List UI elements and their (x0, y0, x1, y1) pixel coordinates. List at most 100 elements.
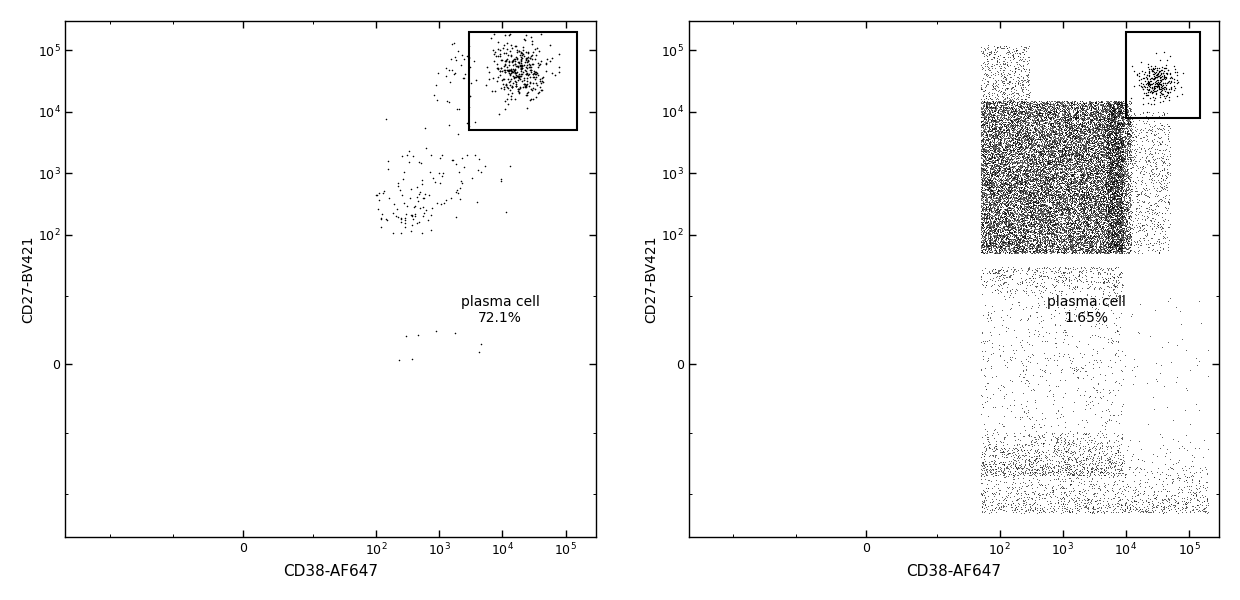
Point (981, 103, 1001, 113)
Point (1069, 248, 1089, 257)
Point (1118, 103, 1138, 113)
Point (1024, 127, 1044, 137)
Point (1112, 127, 1132, 136)
Point (1071, 121, 1091, 131)
Point (999, 173, 1019, 183)
Point (975, 61, 994, 71)
Point (491, 83, 511, 93)
Point (1025, 166, 1045, 175)
Point (982, 128, 1002, 138)
Point (1008, 212, 1028, 221)
Point (1101, 135, 1121, 145)
Point (1083, 158, 1102, 168)
Point (1033, 438, 1053, 448)
Point (973, 121, 993, 131)
Point (1055, 162, 1075, 172)
Point (511, 58, 531, 67)
Point (1016, 460, 1035, 469)
Point (1064, 109, 1084, 118)
Point (1029, 208, 1049, 218)
Point (1011, 65, 1030, 74)
Point (1107, 186, 1127, 196)
Point (1099, 148, 1118, 157)
Point (976, 113, 996, 122)
Point (1024, 165, 1044, 175)
Point (1064, 173, 1084, 182)
Point (1075, 131, 1095, 140)
Point (1100, 173, 1120, 183)
Point (1083, 228, 1102, 238)
Point (1099, 203, 1118, 213)
Point (1048, 221, 1068, 230)
Point (1044, 470, 1064, 480)
Point (1002, 140, 1022, 150)
Point (1101, 230, 1121, 239)
Point (1101, 176, 1121, 186)
Point (1166, 500, 1185, 510)
Point (1063, 106, 1083, 115)
Point (1058, 179, 1078, 189)
Point (1023, 234, 1043, 244)
Point (1059, 103, 1079, 113)
Point (1071, 232, 1091, 242)
Point (1066, 179, 1086, 189)
Point (1112, 169, 1132, 178)
Point (1066, 158, 1086, 168)
Point (982, 121, 1002, 131)
Point (990, 504, 1009, 514)
Point (985, 190, 1004, 200)
Point (997, 204, 1017, 214)
Point (1079, 98, 1099, 108)
Point (994, 211, 1014, 221)
Point (1086, 175, 1106, 185)
Point (978, 241, 998, 250)
Point (1074, 157, 1094, 166)
Point (1069, 177, 1089, 187)
Point (1069, 174, 1089, 184)
Point (1042, 128, 1061, 137)
Point (1090, 505, 1110, 515)
Point (996, 199, 1016, 208)
Point (982, 505, 1002, 514)
Point (1085, 142, 1105, 151)
Point (1153, 157, 1173, 166)
Point (1032, 113, 1052, 122)
Point (1092, 102, 1112, 112)
Point (994, 382, 1014, 392)
Point (1105, 219, 1125, 229)
Point (1071, 203, 1091, 213)
Point (1040, 103, 1060, 112)
Point (1060, 149, 1080, 159)
Point (1063, 190, 1083, 200)
Point (1060, 207, 1080, 217)
Point (1096, 155, 1116, 165)
Point (1038, 123, 1058, 133)
Point (1090, 237, 1110, 247)
Point (1130, 436, 1149, 446)
Point (1008, 246, 1028, 256)
Point (1027, 214, 1047, 223)
Point (1110, 243, 1130, 253)
Point (996, 451, 1016, 460)
Point (1066, 152, 1086, 161)
Point (1085, 241, 1105, 250)
Point (1112, 124, 1132, 133)
Point (1102, 245, 1122, 254)
Point (1089, 197, 1109, 206)
Point (1065, 173, 1085, 183)
Point (1064, 164, 1084, 174)
Point (1044, 219, 1064, 229)
Point (1109, 170, 1128, 179)
Point (1034, 215, 1054, 224)
Point (986, 224, 1006, 233)
Point (1104, 109, 1123, 118)
Point (1033, 214, 1053, 224)
Point (518, 87, 538, 97)
Point (1114, 212, 1133, 221)
Point (1101, 96, 1121, 106)
Point (1038, 479, 1058, 489)
Point (1060, 263, 1080, 273)
Point (1061, 475, 1081, 485)
Point (1071, 164, 1091, 173)
Point (1053, 146, 1073, 155)
